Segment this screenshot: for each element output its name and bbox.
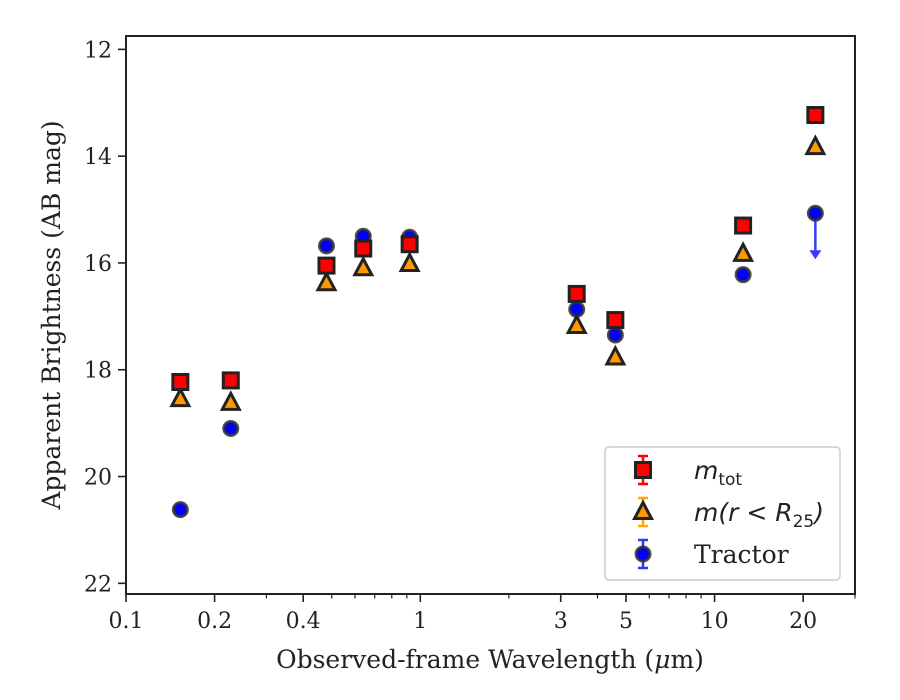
- upper-limit-arrow-head: [809, 250, 822, 260]
- y-tick-label: 14: [84, 145, 112, 170]
- point-circle: [734, 266, 752, 284]
- point-square: [606, 311, 625, 330]
- x-tick-label: 10: [701, 609, 729, 634]
- point-circle: [171, 501, 189, 519]
- point-circle: [606, 326, 624, 344]
- legend-box: [604, 446, 841, 581]
- legend-label-mr25: m(r < R25): [694, 498, 824, 532]
- point-square: [734, 216, 753, 235]
- point-circle: [222, 419, 240, 437]
- x-tick-label: 0.4: [286, 609, 321, 634]
- legend-label-mtot-main: m: [694, 456, 718, 485]
- legend-label-tractor: Tractor: [694, 540, 789, 569]
- legend: mtot m(r < R25) Tractor: [604, 446, 841, 581]
- point-square: [221, 371, 240, 390]
- point-triangle: [732, 241, 755, 262]
- x-tick-label: 3: [554, 609, 568, 634]
- point-square: [400, 235, 419, 254]
- y-tick-label: 20: [84, 466, 112, 491]
- x-tick-label: 5: [619, 609, 633, 634]
- plot-frame: [125, 35, 856, 595]
- legend-label-mtot-sub: tot: [718, 470, 742, 490]
- data-marks: [169, 106, 827, 519]
- legend-markers: [632, 454, 654, 570]
- legend-label-mr25-sub: 25: [793, 512, 815, 532]
- x-axis-label-part-1: Observed-frame Wavelength (: [276, 645, 654, 674]
- y-tick-label: 18: [84, 359, 112, 384]
- point-triangle: [604, 344, 627, 366]
- legend-label-mr25-main: m(r < R: [694, 498, 793, 527]
- ticks: 0.1 0.2 0.4 1 3 5 10 20 12 14 16 18 20 22: [84, 38, 856, 634]
- y-tick-label: 16: [84, 252, 112, 277]
- x-tick-label: 20: [789, 609, 817, 634]
- point-circle: [317, 237, 335, 255]
- point-circle: [806, 204, 824, 222]
- point-triangle: [169, 386, 192, 408]
- point-triangle: [398, 251, 421, 273]
- legend-label-mr25-end: ): [812, 498, 824, 527]
- point-triangle: [804, 134, 827, 156]
- legend-marker-square: [634, 461, 652, 479]
- point-triangle: [315, 270, 338, 292]
- x-tick-label: 1: [413, 609, 427, 634]
- x-axis-label: Observed-frame Wavelength (μm): [276, 645, 704, 674]
- x-axis-label-part-2: m): [670, 645, 703, 674]
- x-axis-label-mu: μ: [654, 645, 670, 674]
- point-triangle: [565, 313, 588, 334]
- point-square: [317, 256, 336, 275]
- y-tick-label: 22: [84, 572, 112, 597]
- point-square: [171, 373, 190, 392]
- point-square: [567, 284, 586, 303]
- point-square: [806, 106, 825, 125]
- y-axis-label: Apparent Brightness (AB mag): [37, 120, 66, 510]
- y-tick-label: 12: [84, 38, 112, 63]
- point-triangle: [352, 255, 375, 277]
- legend-label-mtot: mtot: [694, 456, 742, 490]
- point-square: [354, 239, 373, 258]
- x-tick-label: 0.2: [197, 609, 232, 634]
- legend-marker-circle: [634, 545, 652, 563]
- x-tick-label: 0.1: [109, 609, 144, 634]
- legend-marker-triangle: [632, 499, 654, 520]
- point-triangle: [219, 390, 242, 411]
